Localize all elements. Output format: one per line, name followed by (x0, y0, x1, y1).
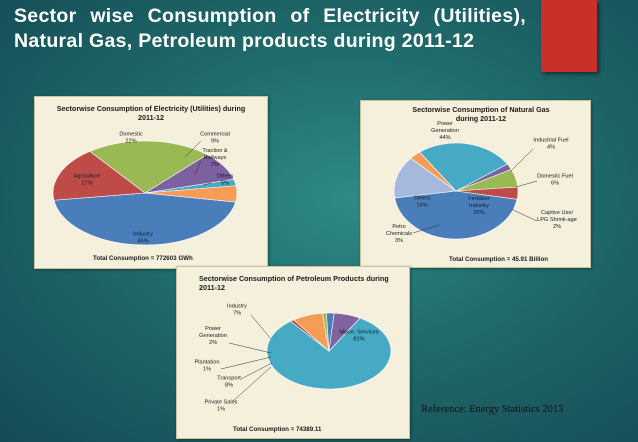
slice-label: Generation (199, 333, 227, 339)
leader-line (515, 180, 538, 188)
leader-line (412, 224, 440, 234)
leader-line (232, 366, 272, 402)
slice-label: Industry (133, 232, 153, 238)
petroleum-chart: Sectorwise Consumption of Petroleum Prod… (176, 266, 410, 439)
slice-label: Industry (469, 203, 489, 209)
slice-label: Commercial (200, 132, 230, 138)
slice-label: 5% (221, 181, 229, 187)
slice-label: 1% (203, 367, 211, 373)
pie-slice (144, 185, 238, 203)
electricity-pie: Sectorwise Consumption of Electricity (U… (52, 104, 246, 262)
slide-title: Sector wise Consumption of Electricity (… (14, 5, 526, 52)
pie-slice (419, 142, 508, 192)
petroleum-title-1: Sectorwise Consumption of Petroleum Prod… (199, 274, 389, 283)
slice-label: Traction & (202, 148, 228, 154)
reference-note: Reference: Energy Statistics 2013 (421, 404, 564, 415)
petroleum-total: Total Consumption = 74389.11 (233, 426, 322, 433)
leader-line (202, 182, 212, 186)
slice-label: Generation (431, 128, 459, 134)
pie-slice (393, 157, 457, 199)
slice-label: 45% (137, 239, 148, 245)
slice-label: 9% (211, 139, 219, 145)
natural-gas-total: Total Consumption = 45.91 Billion (449, 256, 548, 263)
electricity-chart: Sectorwise Consumption of Electricity (U… (34, 96, 268, 269)
slice-label: Others (414, 196, 431, 202)
slice-label: Plantation (195, 360, 220, 366)
slice-label: 17% (81, 181, 92, 187)
leader-line (240, 362, 273, 380)
slice-label: Industrial Fuel (533, 138, 568, 144)
leader-line (228, 342, 272, 354)
pie-slice (455, 186, 519, 200)
pie-slice (328, 312, 361, 352)
slice-label: Transport (217, 376, 241, 382)
leader-line (510, 208, 538, 222)
slice-label: 3% (395, 238, 403, 244)
leader-line (250, 314, 272, 340)
leader-line (510, 148, 534, 172)
slice-label: Agriculture (74, 174, 101, 180)
pie-slice (394, 190, 518, 240)
slice-label: 22% (125, 139, 136, 145)
leader-line (194, 160, 202, 176)
petroleum-title-2: 2011-12 (199, 283, 225, 292)
slice-label: Domestic Fuel (537, 174, 573, 180)
accent-box (541, 0, 597, 72)
natural-gas-title-2: during 2011-12 (456, 114, 506, 123)
slice-label: 6% (551, 181, 559, 187)
natural-gas-title-1: Sectorwise Consumption of Natural Gas (412, 105, 549, 114)
slice-label: Fertilizer (468, 196, 490, 202)
slice-label: 7% (233, 311, 241, 317)
slice-label: 2% (209, 340, 217, 346)
leader-line (184, 140, 202, 158)
slice-label: 8% (225, 383, 233, 389)
electricity-title-2: 2011-12 (138, 113, 164, 122)
electricity-title-1: Sectorwise Consumption of Electricity (U… (57, 104, 246, 113)
slice-label: Others (217, 174, 234, 180)
slice-label: LPG Shrink-age (537, 217, 577, 223)
pie-slice (52, 151, 146, 201)
slice-label: 25% (473, 210, 484, 216)
slice-label: 81% (353, 337, 364, 343)
slice-label: 44% (439, 135, 450, 141)
slice-label: Captive Use/ (541, 210, 573, 216)
slice-label: 4% (547, 145, 555, 151)
slice-label: 14% (416, 203, 427, 209)
electricity-total: Total Consumption = 772603 GWh (93, 255, 193, 262)
leader-line (220, 356, 272, 370)
slice-label: Private Sales (205, 400, 238, 406)
slice-label: Power (437, 121, 453, 127)
natural-gas-pie: Sectorwise Consumption of Natural Gas du… (386, 105, 577, 263)
slice-label: 1% (217, 407, 225, 413)
slice-label: Railways (204, 155, 227, 161)
slice-label: Misce. Services (339, 330, 378, 336)
slice-label: Power (205, 326, 221, 332)
natural-gas-chart: Sectorwise Consumption of Natural Gas du… (360, 100, 591, 268)
slice-label: Chemicals (386, 231, 412, 237)
pie-slice (266, 317, 392, 390)
slice-label: Petro (392, 224, 405, 230)
slice-label: Industry (227, 304, 247, 310)
slice-label: 2% (553, 224, 561, 230)
pie-slice (53, 192, 236, 246)
slice-label: Domestic (119, 132, 143, 138)
petroleum-pie: Sectorwise Consumption of Petroleum Prod… (195, 274, 392, 433)
slice-label: 2% (211, 162, 219, 168)
pie-slice (89, 140, 208, 194)
